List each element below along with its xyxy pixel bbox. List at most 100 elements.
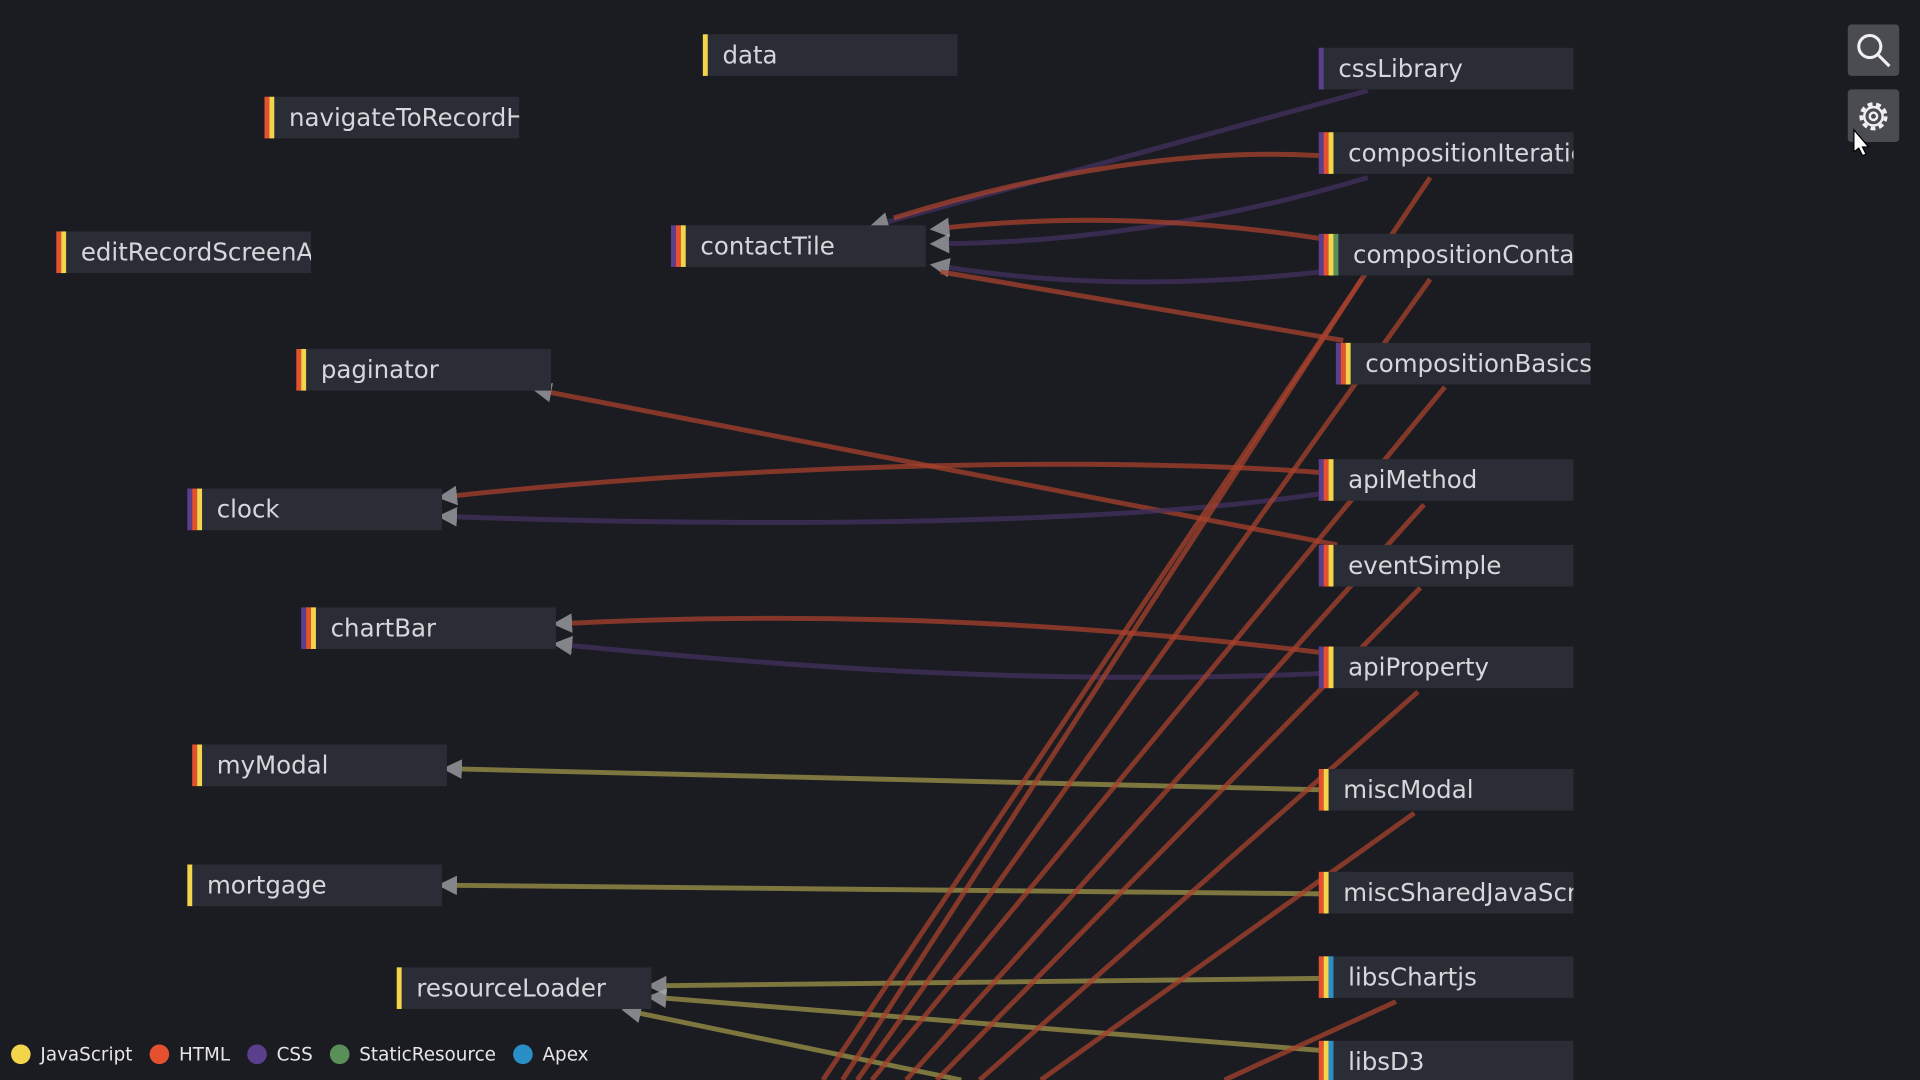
type-stripe <box>269 96 275 139</box>
node: compositionConta <box>1318 233 1574 276</box>
edge <box>621 1003 962 1080</box>
type-stripe <box>1323 956 1329 998</box>
node-label: miscModal <box>1343 775 1473 804</box>
node-label: miscSharedJavaScri <box>1343 878 1584 907</box>
node-label: contactTile <box>700 231 834 260</box>
edge <box>929 257 1323 285</box>
edge <box>939 269 1344 343</box>
type-stripe <box>1323 871 1329 914</box>
node-box <box>1318 646 1574 689</box>
type-stripe <box>187 488 193 531</box>
settings-button[interactable] <box>1847 89 1900 143</box>
type-stripe <box>1318 1040 1324 1080</box>
legend-label: JavaScript <box>39 1045 132 1066</box>
legend-dot <box>247 1044 267 1065</box>
node-label: apiProperty <box>1348 653 1489 682</box>
node: navigateToRecordH <box>264 96 520 139</box>
node-box <box>301 607 556 649</box>
node-box <box>296 348 552 391</box>
type-stripe <box>680 225 686 267</box>
type-stripe <box>1328 132 1334 174</box>
type-stripe <box>264 96 270 139</box>
legend-label: Apex <box>542 1045 588 1066</box>
type-stripe <box>1328 544 1334 587</box>
node-label: clock <box>217 495 281 524</box>
node-box <box>1318 47 1574 90</box>
node-box <box>1318 1040 1574 1080</box>
edge <box>977 690 1420 1080</box>
node: compositionIteratic <box>1318 132 1574 174</box>
node: miscModal <box>1318 768 1574 811</box>
type-stripe <box>1323 1040 1329 1080</box>
type-stripe <box>197 488 203 531</box>
search-button[interactable] <box>1847 24 1900 76</box>
settings-button-bg[interactable] <box>1847 89 1900 143</box>
search-button-bg[interactable] <box>1847 24 1900 76</box>
node: libsChartjs <box>1318 956 1574 998</box>
edge <box>893 151 1319 221</box>
node-label: cssLibrary <box>1338 54 1463 83</box>
type-stripe <box>1340 342 1346 385</box>
legend-label: HTML <box>179 1045 231 1066</box>
nodes: data navigateToRecordH editRecordScreenAc c… <box>56 34 1591 1080</box>
node-box <box>187 864 443 907</box>
legend-dot <box>149 1044 170 1065</box>
node: data <box>702 34 958 76</box>
edge <box>1223 999 1397 1080</box>
edge <box>1039 811 1416 1080</box>
node: myModal <box>192 744 447 787</box>
node-box <box>1318 132 1574 174</box>
edge <box>437 875 1323 897</box>
node-label: mortgage <box>207 871 327 900</box>
node: clock <box>187 488 443 531</box>
node-box <box>264 96 520 139</box>
type-stripe <box>1323 132 1329 174</box>
legend-dot <box>513 1044 533 1065</box>
cursor <box>1853 128 1870 157</box>
node: contactTile <box>671 225 926 267</box>
node-box <box>1318 233 1574 276</box>
type-stripe <box>197 744 203 787</box>
node-box <box>1318 459 1574 501</box>
node-box <box>187 488 443 531</box>
gear-teeth <box>1859 102 1888 131</box>
type-stripe <box>301 348 307 391</box>
node: editRecordScreenAc <box>56 231 312 274</box>
type-stripe <box>1323 768 1329 811</box>
type-stripe <box>1318 871 1324 914</box>
node-label: data <box>722 40 777 69</box>
edge <box>929 217 1323 242</box>
node-label: libsChartjs <box>1348 962 1477 991</box>
type-stripe <box>56 231 62 274</box>
search-icon-handle <box>1877 54 1891 68</box>
legend-label: StaticResource <box>359 1045 496 1066</box>
type-stripe <box>1318 768 1324 811</box>
node-box <box>671 225 926 267</box>
edge <box>869 385 1447 1080</box>
type-stripe <box>1323 459 1329 501</box>
edge <box>552 613 1323 656</box>
type-stripe <box>1323 233 1329 276</box>
type-stripe <box>1328 956 1334 998</box>
type-stripe <box>1328 233 1334 276</box>
node: eventSimple <box>1318 544 1574 587</box>
legend: JavaScript HTML CSS StaticResource Apex <box>11 1044 589 1066</box>
edge <box>855 277 1433 1080</box>
node: chartBar <box>301 607 556 649</box>
node-box <box>1318 544 1574 587</box>
node: apiProperty <box>1318 646 1574 689</box>
node: apiMethod <box>1318 459 1574 501</box>
type-stripe <box>1318 233 1324 276</box>
edge <box>840 277 1364 1080</box>
type-stripe <box>311 607 316 649</box>
node-label: resourceLoader <box>416 973 607 1002</box>
node-box <box>1335 342 1591 385</box>
node-label: chartBar <box>331 613 437 642</box>
edge <box>868 88 1369 232</box>
type-stripe <box>1318 132 1324 174</box>
type-stripe <box>1318 459 1324 501</box>
node-box <box>1318 871 1574 914</box>
node-label: compositionConta <box>1353 240 1574 269</box>
